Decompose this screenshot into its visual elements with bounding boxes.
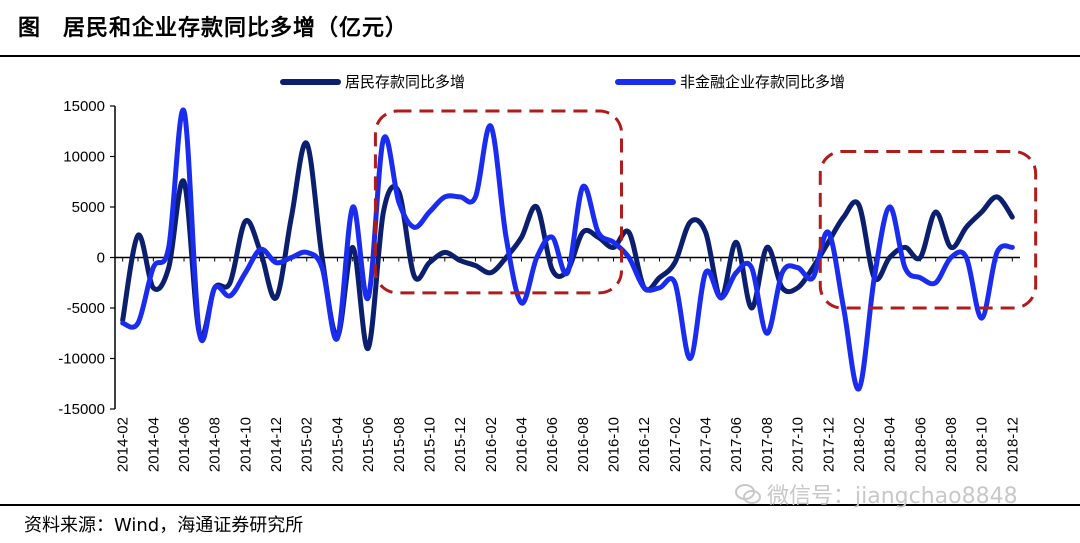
x-tick-label: 2017-02 — [667, 417, 684, 472]
watermark-text: 微信号：jiangchao8848 — [767, 484, 1018, 509]
x-tick-label: 2016-04 — [513, 417, 530, 472]
wechat-icon — [735, 484, 761, 504]
x-tick-label: 2015-04 — [329, 417, 346, 472]
x-tick-label: 2017-12 — [820, 417, 837, 472]
x-tick-label: 2018-08 — [943, 417, 960, 472]
series-enterprise-deposit-line — [120, 107, 1015, 392]
y-tick-label: -10000 — [58, 351, 105, 368]
watermark: 微信号：jiangchao8848 — [735, 478, 1018, 510]
x-tick-label: 2017-06 — [728, 417, 745, 472]
chart-title: 图居民和企业存款同比多增（亿元） — [18, 10, 408, 42]
x-tick-label: 2014-02 — [115, 417, 132, 472]
x-tick-label: 2015-08 — [391, 417, 408, 472]
title-text: 居民和企业存款同比多增（亿元） — [63, 16, 409, 41]
source-note: 资料来源：Wind，海通证券研究所 — [24, 515, 304, 536]
x-tick-label: 2016-08 — [575, 417, 592, 472]
x-tick-label: 2017-08 — [759, 417, 776, 472]
x-tick-label: 2018-12 — [1004, 417, 1021, 472]
x-tick-label: 2015-12 — [452, 417, 469, 472]
x-tick-label: 2014-04 — [145, 417, 162, 472]
series-resident-deposit-line — [120, 140, 1015, 351]
x-tick-label: 2018-10 — [974, 417, 991, 472]
figure-label: 图 — [18, 16, 42, 41]
x-tick-label: 2017-10 — [790, 417, 807, 472]
x-tick-label: 2015-02 — [299, 417, 316, 472]
x-tick-label: 2014-12 — [268, 417, 285, 472]
highlight-box-1 — [373, 109, 624, 295]
y-tick-label: 15000 — [63, 98, 105, 115]
line-chart: 15000 10000 5000 0 -5000 -10000 -15000 2014-02 2… — [58, 73, 1038, 472]
x-tick-label: 2016-06 — [544, 417, 561, 472]
x-tick-label: 2018-02 — [851, 417, 868, 472]
y-tick-label: 0 — [97, 250, 105, 267]
x-tick-label: 2018-06 — [912, 417, 929, 472]
bottom-rule — [0, 504, 1080, 506]
top-rule — [0, 55, 1080, 57]
x-tick-label: 2016-12 — [636, 417, 653, 472]
legend-label-2: 非金融企业存款同比多增 — [680, 73, 845, 91]
x-tick-label: 2014-06 — [176, 417, 193, 472]
x-tick-label: 2018-04 — [882, 417, 899, 472]
y-tick-label: -15000 — [58, 401, 105, 418]
x-tick-label: 2016-02 — [483, 417, 500, 472]
x-tick-label: 2014-08 — [207, 417, 224, 472]
y-tick-label: 10000 — [63, 149, 105, 166]
x-tick-label: 2017-04 — [698, 417, 715, 472]
legend-label-1: 居民存款同比多增 — [345, 73, 465, 91]
y-tick-label: -5000 — [67, 300, 105, 317]
x-tick-label: 2016-10 — [606, 417, 623, 472]
x-tick-label: 2014-10 — [237, 417, 254, 472]
x-tick-label: 2015-06 — [360, 417, 377, 472]
x-tick-label: 2015-10 — [421, 417, 438, 472]
y-tick-label: 5000 — [72, 199, 105, 216]
